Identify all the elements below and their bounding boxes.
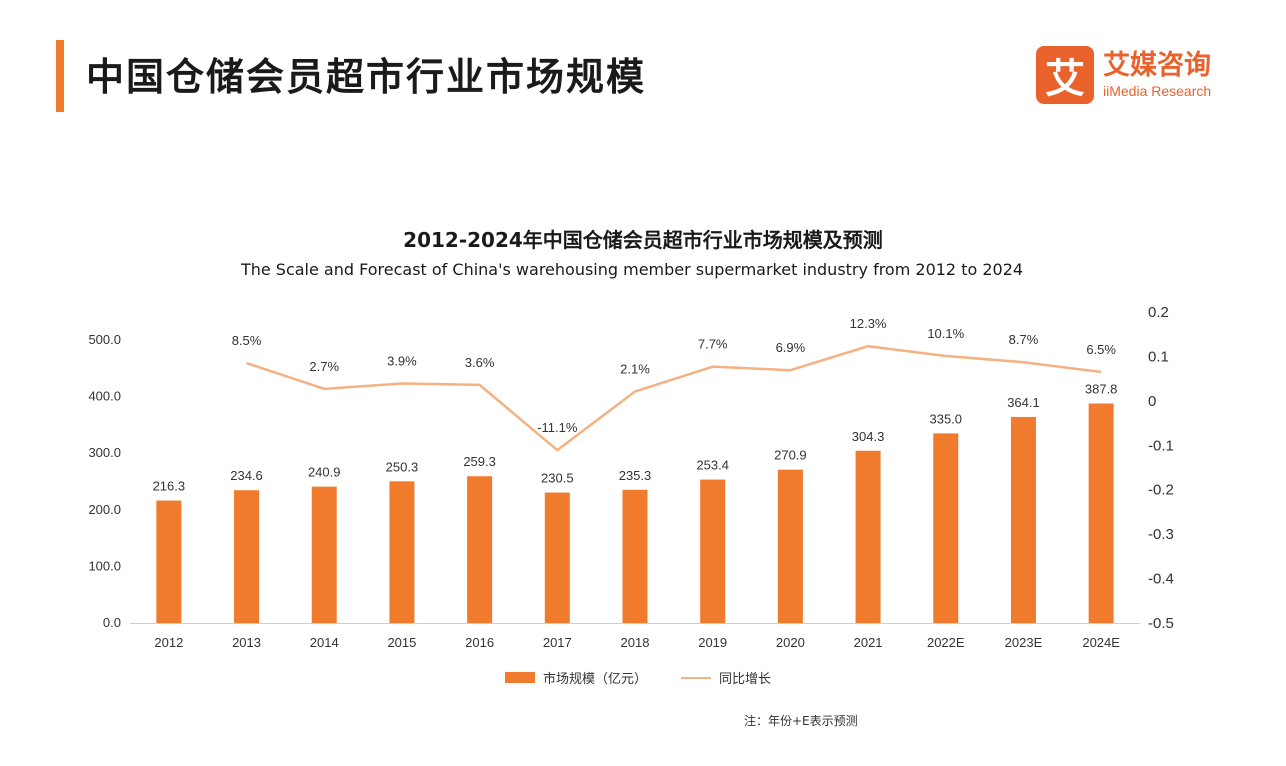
y-left-tick-label: 200.0 — [88, 502, 121, 517]
logo-name-en: iiMedia Research — [1103, 83, 1212, 99]
bar-value-label: 387.8 — [1085, 382, 1118, 397]
page-title: 中国仓储会员超市行业市场规模 — [86, 55, 647, 99]
bar-value-label: 240.9 — [308, 465, 341, 480]
growth-value-label: 8.7% — [1009, 332, 1039, 347]
legend-bar-swatch — [505, 672, 535, 683]
chart-legend: 市场规模（亿元） 同比增长 — [505, 668, 771, 687]
bar — [234, 490, 260, 623]
y-left-tick-label: 100.0 — [88, 558, 121, 573]
x-tick-label: 2016 — [465, 635, 494, 650]
y-right-tick-label: -0.5 — [1148, 615, 1174, 632]
growth-value-label: 8.5% — [232, 333, 262, 348]
growth-value-label: 10.1% — [927, 326, 964, 341]
forecast-note: 注：年份+E表示预测 — [744, 714, 858, 728]
x-tick-label: 2021 — [854, 635, 883, 650]
growth-value-label: 2.1% — [620, 362, 650, 377]
y-right-tick-label: -0.2 — [1148, 482, 1174, 499]
x-tick-label: 2017 — [543, 635, 572, 650]
x-tick-label: 2012 — [154, 635, 183, 650]
bar-value-label: 230.5 — [541, 471, 574, 486]
bar-value-label: 250.3 — [386, 459, 419, 474]
growth-value-label: 7.7% — [698, 337, 728, 352]
x-tick-label: 2020 — [776, 635, 805, 650]
x-tick-label: 2024E — [1082, 635, 1120, 650]
y-left-tick-label: 400.0 — [88, 389, 121, 404]
x-tick-label: 2019 — [698, 635, 727, 650]
bar-value-label: 234.6 — [230, 468, 263, 483]
bar-value-label: 304.3 — [852, 429, 885, 444]
bar — [311, 486, 337, 623]
x-tick-label: 2018 — [621, 635, 650, 650]
bar-value-label: 270.9 — [774, 448, 807, 463]
bar-value-label: 253.4 — [696, 458, 729, 473]
y-right-tick-label: 0.1 — [1148, 348, 1169, 365]
growth-value-label: 6.9% — [776, 340, 806, 355]
brand-logo: 艾 艾媒咨询 iiMedia Research — [1036, 46, 1211, 104]
bar-value-label: 335.0 — [929, 411, 962, 426]
bar-value-label: 259.3 — [463, 454, 496, 469]
x-tick-label: 2013 — [232, 635, 261, 650]
legend-line-label: 同比增长 — [719, 672, 772, 687]
growth-value-label: 3.9% — [387, 354, 417, 369]
bar-value-label: 235.3 — [619, 468, 652, 483]
y-left-tick-label: 500.0 — [88, 332, 121, 347]
chart-title: 2012-2024年中国仓储会员超市行业市场规模及预测 — [403, 228, 883, 252]
growth-line — [246, 344, 1102, 452]
y-right-tick-label: 0.2 — [1148, 304, 1169, 321]
chart-subtitle: The Scale and Forecast of China's wareho… — [240, 260, 1024, 279]
y-right-tick-label: 0 — [1148, 393, 1156, 410]
growth-value-label: -11.1% — [537, 420, 578, 435]
x-tick-label: 2023E — [1005, 635, 1043, 650]
y-right-tick-label: -0.4 — [1148, 571, 1174, 588]
x-tick-label: 2014 — [310, 635, 339, 650]
logo-name-cn: 艾媒咨询 — [1103, 50, 1211, 81]
bar — [855, 450, 881, 623]
logo-text: 艾媒咨询 iiMedia Research — [1103, 50, 1211, 100]
bar — [700, 479, 726, 623]
title-accent-bar — [56, 40, 64, 112]
y-left-tick-label: 0.0 — [103, 615, 121, 630]
legend-bar-label: 市场规模（亿元） — [543, 672, 648, 687]
growth-value-label: 6.5% — [1086, 342, 1116, 357]
bar-value-label: 364.1 — [1007, 395, 1040, 410]
logo-mark-icon: 艾 — [1036, 46, 1094, 104]
x-tick-label: 2015 — [387, 635, 416, 650]
growth-value-label: 2.7% — [309, 359, 339, 374]
bar — [544, 492, 570, 623]
y-right-tick-label: -0.1 — [1148, 437, 1174, 454]
bar-value-label: 216.3 — [153, 479, 186, 494]
bar — [1088, 403, 1114, 623]
bar — [467, 476, 493, 623]
bar — [933, 433, 959, 623]
bar — [622, 489, 648, 623]
y-left-tick-label: 300.0 — [88, 445, 121, 460]
growth-value-label: 3.6% — [465, 355, 495, 370]
bar — [389, 481, 415, 623]
legend-line-swatch — [681, 676, 712, 679]
x-tick-label: 2022E — [927, 635, 965, 650]
bar — [156, 500, 182, 623]
y-right-tick-label: -0.3 — [1148, 526, 1174, 543]
bar — [777, 469, 803, 623]
growth-value-label: 12.3% — [850, 316, 887, 331]
bar — [1010, 416, 1036, 623]
